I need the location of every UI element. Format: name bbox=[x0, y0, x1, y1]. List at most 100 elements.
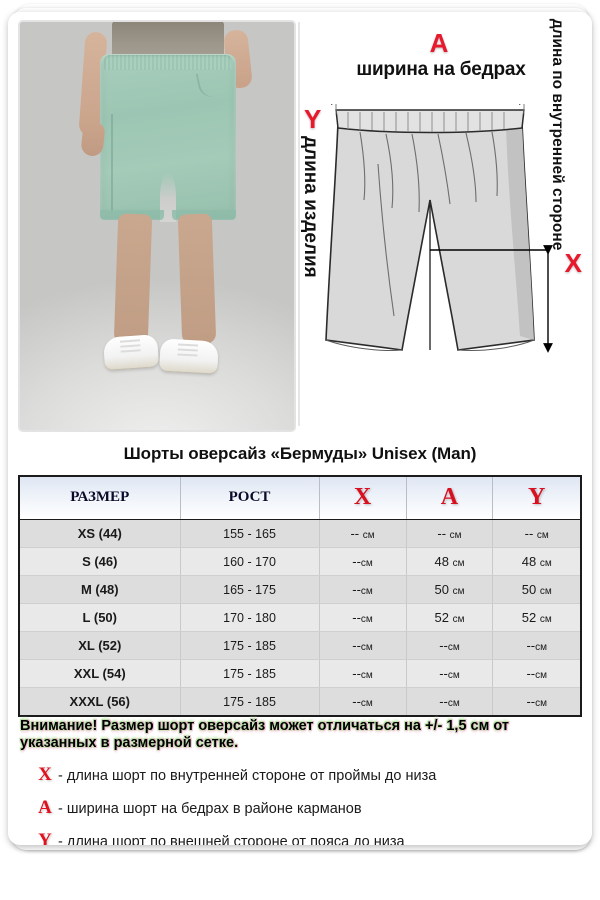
cell-x-unit: см bbox=[362, 530, 375, 541]
cell-a: --см bbox=[406, 687, 494, 715]
cell-height: 165 - 175 bbox=[180, 575, 320, 604]
table-row: L (50) 170 - 180 --см 52 см 52 см bbox=[20, 603, 580, 632]
measure-symbol-x: X bbox=[564, 248, 582, 278]
cell-y: --см bbox=[492, 631, 580, 660]
cell-a-value: -- bbox=[439, 694, 448, 709]
cell-x: --см bbox=[319, 687, 407, 715]
legend-text-a: - ширина шорт на бедрах в районе кармано… bbox=[58, 801, 362, 817]
cell-height: 160 - 170 bbox=[180, 547, 320, 576]
legend-item-a: A - ширина шорт на бедрах в районе карма… bbox=[32, 797, 582, 819]
cell-x-unit: см bbox=[360, 642, 373, 653]
cell-y: --см bbox=[493, 688, 580, 716]
sketch-shading bbox=[506, 122, 534, 340]
cell-y-unit: см bbox=[536, 530, 549, 541]
cell-a: 48 см bbox=[406, 547, 494, 576]
cell-a-value: 50 bbox=[434, 582, 453, 597]
cell-a-value: 52 bbox=[434, 610, 453, 625]
cell-x-value: -- bbox=[352, 610, 361, 625]
measure-symbol-a: A bbox=[429, 28, 449, 58]
cell-a: 50 см bbox=[406, 575, 494, 604]
photo-right-leg bbox=[177, 213, 217, 345]
cell-y: -- см bbox=[492, 519, 580, 548]
legend-text-y: - длина шорт по внешней стороне от пояса… bbox=[58, 834, 405, 845]
measure-caption-y: длина изделия bbox=[300, 136, 321, 278]
cell-size: L (50) bbox=[20, 603, 181, 632]
size-table: РАЗМЕР РОСТ X A Y XS (44) 155 - 165 -- с… bbox=[20, 477, 580, 715]
photo-left-leg bbox=[113, 213, 153, 345]
cell-a-unit: см bbox=[447, 670, 460, 681]
cell-y: 52 см bbox=[492, 603, 580, 632]
column-header-y: Y bbox=[492, 477, 580, 520]
cell-y-unit: см bbox=[535, 698, 547, 709]
cell-y-value: 50 bbox=[521, 582, 540, 597]
sketch-hem-right bbox=[457, 339, 535, 351]
cell-a-unit: см bbox=[447, 698, 460, 709]
warning-note: Внимание! Размер шорт оверсайз может отл… bbox=[20, 718, 509, 752]
size-table-container: РАЗМЕР РОСТ X A Y XS (44) 155 - 165 -- с… bbox=[18, 475, 582, 717]
table-row: XXL (54) 175 - 185 --см --см --см bbox=[20, 659, 580, 688]
cell-x-unit: см bbox=[360, 698, 373, 709]
cell-size: XS (44) bbox=[20, 519, 181, 548]
table-row: XL (52) 175 - 185 --см --см --см bbox=[20, 631, 580, 660]
cell-y-unit: см bbox=[539, 586, 552, 597]
cell-x-unit: см bbox=[360, 614, 373, 625]
cell-y-unit: см bbox=[539, 614, 552, 625]
cell-size: XL (52) bbox=[20, 631, 181, 660]
cell-size: XXXL (56) bbox=[20, 687, 181, 715]
cell-a: --см bbox=[406, 631, 494, 660]
cell-y: 48 см bbox=[492, 547, 580, 576]
cell-x: --см bbox=[319, 575, 407, 604]
cell-y-value: -- bbox=[524, 526, 537, 541]
cell-y-unit: см bbox=[535, 642, 547, 653]
column-header-size: РАЗМЕР bbox=[20, 477, 181, 520]
column-header-height: РОСТ bbox=[180, 477, 320, 520]
cell-size: XXL (54) bbox=[20, 659, 181, 688]
cell-a-unit: см bbox=[452, 614, 465, 625]
column-header-a: A bbox=[406, 477, 494, 520]
cell-x: --см bbox=[319, 547, 407, 576]
sketch-folds bbox=[359, 131, 498, 317]
legend-item-y: Y - длина шорт по внешней стороне от поя… bbox=[32, 830, 582, 845]
table-row: XXXL (56) 175 - 185 --см --см --см bbox=[20, 687, 580, 716]
cell-x-value: -- bbox=[350, 526, 363, 541]
cell-a-unit: см bbox=[447, 642, 460, 653]
cell-y: --см bbox=[492, 659, 580, 688]
legend-symbol-a: A bbox=[38, 797, 52, 818]
cell-height: 170 - 180 bbox=[180, 603, 320, 632]
cell-a-value: -- bbox=[439, 638, 448, 653]
cell-x-value: -- bbox=[352, 582, 361, 597]
sketch-hem-left bbox=[325, 339, 403, 351]
sketch-waistband bbox=[335, 109, 525, 134]
cell-x-value: -- bbox=[352, 694, 361, 709]
product-photo bbox=[18, 20, 296, 432]
cell-y-unit: см bbox=[539, 558, 552, 569]
cell-y: 50 см bbox=[492, 575, 580, 604]
cell-x-unit: см bbox=[360, 586, 373, 597]
size-chart-card: A ширина на бедрах Y длина изделия X дли… bbox=[8, 12, 592, 845]
cell-x: --см bbox=[319, 631, 407, 660]
cell-y-unit: см bbox=[535, 670, 547, 681]
photo-shorts-crotch bbox=[160, 172, 176, 222]
cell-x: --см bbox=[319, 659, 407, 688]
cell-y-value: 52 bbox=[521, 610, 540, 625]
cell-a-unit: см bbox=[452, 586, 465, 597]
table-row: XS (44) 155 - 165 -- см -- см -- см bbox=[20, 519, 580, 548]
dimension-guides-a bbox=[335, 104, 525, 114]
cell-a: -- см bbox=[406, 519, 494, 548]
pane-divider bbox=[298, 22, 300, 426]
sketch-waistband-ribs bbox=[347, 112, 505, 132]
cell-x: -- см bbox=[319, 519, 407, 548]
cell-a-unit: см bbox=[452, 558, 465, 569]
cell-x-unit: см bbox=[360, 670, 373, 681]
cell-a: 52 см bbox=[406, 603, 494, 632]
cell-x-unit: см bbox=[360, 558, 373, 569]
table-row: M (48) 165 - 175 --см 50 см 50 см bbox=[20, 575, 580, 604]
cell-height: 175 - 185 bbox=[180, 659, 320, 688]
measurement-legend: X - длина шорт по внутренней стороне от … bbox=[32, 764, 582, 845]
media-row: A ширина на бедрах Y длина изделия X дли… bbox=[8, 12, 592, 436]
cell-size: S (46) bbox=[20, 547, 181, 576]
table-row: S (46) 160 - 170 --см 48 см 48 см bbox=[20, 547, 580, 576]
cell-x: --см bbox=[319, 603, 407, 632]
measurement-diagram-pane: A ширина на бедрах Y длина изделия X дли… bbox=[300, 12, 592, 436]
legend-symbol-y: Y bbox=[38, 830, 52, 845]
